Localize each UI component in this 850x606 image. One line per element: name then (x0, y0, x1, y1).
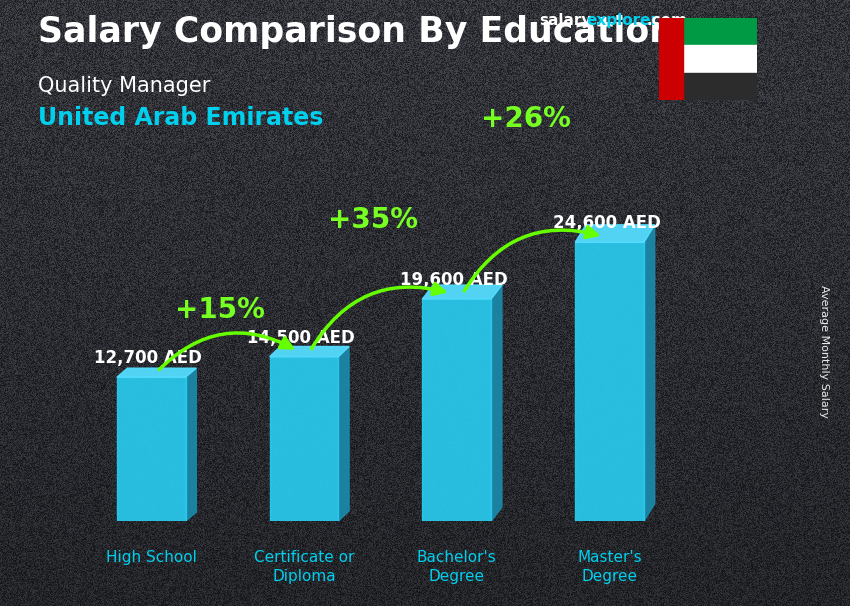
Polygon shape (575, 242, 644, 521)
Polygon shape (116, 377, 185, 521)
Polygon shape (422, 299, 491, 521)
Text: .com: .com (646, 13, 687, 28)
Text: Salary Comparison By Education: Salary Comparison By Education (38, 15, 674, 49)
Polygon shape (575, 225, 654, 242)
Text: salary: salary (540, 13, 592, 28)
Text: 19,600 AED: 19,600 AED (400, 271, 507, 288)
Polygon shape (269, 347, 349, 357)
Text: +35%: +35% (328, 205, 417, 234)
Polygon shape (185, 368, 196, 521)
Polygon shape (644, 225, 654, 521)
Text: 12,700 AED: 12,700 AED (94, 349, 202, 367)
Polygon shape (491, 285, 501, 521)
Text: +15%: +15% (175, 296, 265, 324)
Text: Certificate or
Diploma: Certificate or Diploma (254, 550, 354, 584)
Polygon shape (422, 285, 502, 299)
Polygon shape (116, 368, 196, 377)
Polygon shape (269, 357, 338, 521)
Text: High School: High School (105, 550, 196, 565)
Text: Average Monthly Salary: Average Monthly Salary (819, 285, 829, 418)
Bar (659, 45, 756, 73)
Bar (659, 18, 683, 100)
Polygon shape (338, 347, 349, 521)
Text: 24,600 AED: 24,600 AED (552, 214, 660, 232)
Text: Master's
Degree: Master's Degree (577, 550, 642, 584)
Bar (659, 18, 756, 45)
Text: +26%: +26% (480, 105, 570, 133)
Text: United Arab Emirates: United Arab Emirates (38, 106, 324, 130)
Text: Bachelor's
Degree: Bachelor's Degree (417, 550, 496, 584)
Text: Quality Manager: Quality Manager (38, 76, 211, 96)
Bar (659, 73, 756, 100)
Text: 14,500 AED: 14,500 AED (247, 328, 354, 347)
Text: explorer: explorer (586, 13, 659, 28)
